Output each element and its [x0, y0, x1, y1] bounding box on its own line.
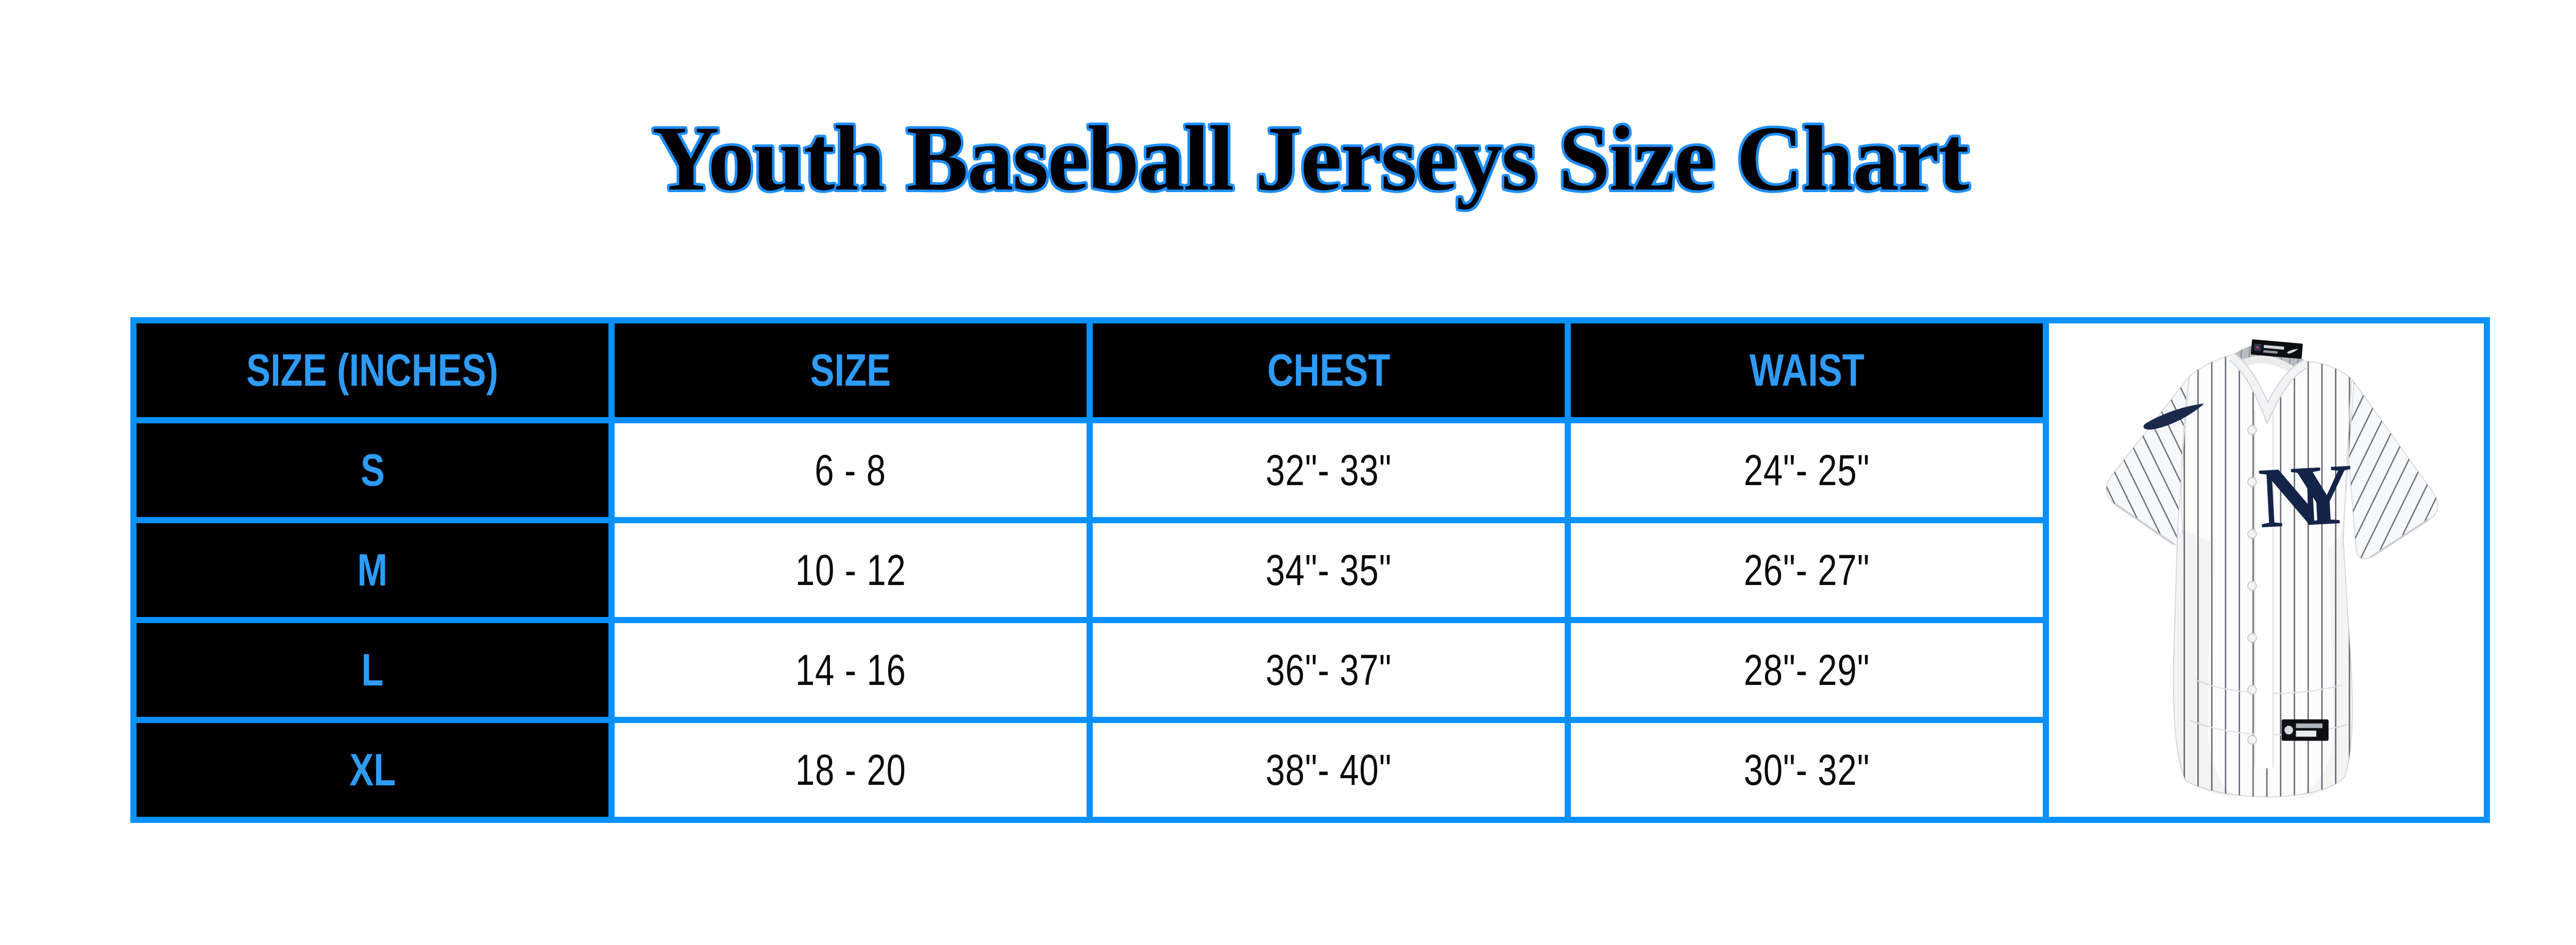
- chest-value: 36"- 37": [1265, 645, 1392, 694]
- cell-m-size: 10 - 12: [615, 523, 1087, 617]
- cell-l-waist: 28"- 29": [1571, 623, 2043, 717]
- col-header-size: SIZE: [615, 323, 1087, 417]
- waist-value: 26"- 27": [1743, 545, 1870, 594]
- waist-value: 24"- 25": [1743, 445, 1870, 494]
- cell-s-waist: 24"- 25": [1571, 423, 2043, 517]
- chest-value: 34"- 35": [1265, 545, 1392, 594]
- cell-xl-chest: 38"- 40": [1093, 723, 1565, 817]
- row-label-xl: XL: [137, 723, 608, 817]
- chest-value: 38"- 40": [1265, 745, 1392, 794]
- col-header-chest: CHEST: [1093, 323, 1565, 417]
- size-label: S: [360, 444, 385, 495]
- cell-l-size: 14 - 16: [615, 623, 1087, 717]
- jersey-buttons: [2247, 425, 2257, 745]
- col-header-size-inches: SIZE (INCHES): [137, 323, 608, 417]
- row-label-s: S: [137, 423, 608, 517]
- collar-label-tag: [2250, 339, 2303, 359]
- col-header-label: SIZE: [810, 345, 891, 396]
- yankees-white-pinstripe-jersey-photo: NY: [2106, 339, 2438, 798]
- size-range-value: 6 - 8: [815, 445, 887, 494]
- jersey-photo-cell: NY: [2049, 323, 2484, 817]
- col-header-label: WAIST: [1749, 345, 1865, 396]
- size-range-value: 18 - 20: [795, 745, 906, 794]
- waist-value: 30"- 32": [1743, 745, 1870, 794]
- nike-swoosh-icon: [2143, 403, 2205, 430]
- size-chart-table: SIZE (INCHES) SIZE CHEST WAIST: [130, 317, 2490, 823]
- page-title: Youth Baseball Jerseys Size Chart: [652, 107, 1969, 210]
- cell-xl-size: 18 - 20: [615, 723, 1087, 817]
- cell-m-waist: 26"- 27": [1571, 523, 2043, 617]
- jersey-right-sleeve: [2346, 381, 2438, 560]
- jock-tag: [2281, 719, 2329, 741]
- jersey-button-placket: [2254, 408, 2274, 768]
- cell-s-chest: 32"- 33": [1093, 423, 1565, 517]
- col-header-label: CHEST: [1267, 345, 1391, 396]
- col-header-waist: WAIST: [1571, 323, 2043, 417]
- cell-m-chest: 34"- 35": [1093, 523, 1565, 617]
- cell-l-chest: 36"- 37": [1093, 623, 1565, 717]
- chest-value: 32"- 33": [1265, 445, 1392, 494]
- cell-s-size: 6 - 8: [615, 423, 1087, 517]
- size-label: XL: [349, 744, 396, 795]
- row-label-m: M: [137, 523, 608, 617]
- cell-xl-waist: 30"- 32": [1571, 723, 2043, 817]
- col-header-label: SIZE (INCHES): [246, 345, 499, 396]
- size-label: L: [361, 644, 384, 695]
- jersey-neckline: [2228, 352, 2309, 425]
- size-range-value: 14 - 16: [795, 645, 906, 694]
- row-label-l: L: [137, 623, 608, 717]
- size-label: M: [357, 544, 388, 595]
- size-range-value: 10 - 12: [795, 545, 906, 594]
- waist-value: 28"- 29": [1743, 645, 1870, 694]
